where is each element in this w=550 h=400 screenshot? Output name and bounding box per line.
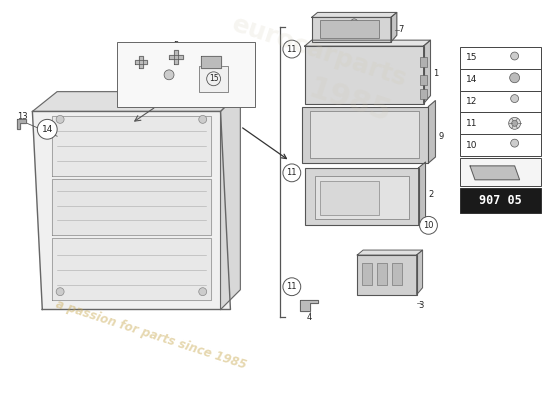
- Text: a passion for parts since 1985: a passion for parts since 1985: [54, 297, 248, 371]
- Circle shape: [510, 95, 519, 102]
- Polygon shape: [32, 92, 240, 112]
- Polygon shape: [357, 250, 422, 255]
- Circle shape: [283, 164, 301, 182]
- Polygon shape: [32, 112, 230, 310]
- Text: 8: 8: [364, 13, 370, 22]
- Bar: [357, 255, 416, 295]
- Circle shape: [56, 288, 64, 296]
- Text: 7: 7: [399, 25, 404, 34]
- Polygon shape: [221, 92, 240, 310]
- Polygon shape: [139, 56, 144, 68]
- Bar: [420, 89, 427, 98]
- Bar: [199, 66, 228, 92]
- Polygon shape: [305, 40, 431, 46]
- Text: 13: 13: [17, 112, 28, 121]
- Bar: [305, 168, 419, 225]
- Polygon shape: [300, 300, 317, 312]
- Bar: [460, 158, 541, 186]
- Polygon shape: [428, 100, 436, 163]
- Bar: [320, 20, 379, 38]
- Polygon shape: [52, 179, 211, 235]
- Text: 11: 11: [466, 119, 477, 128]
- Text: eurocarparts: eurocarparts: [229, 12, 410, 92]
- Circle shape: [351, 19, 358, 26]
- Text: 3: 3: [418, 301, 424, 310]
- Bar: [460, 91, 541, 112]
- Bar: [320, 181, 379, 216]
- Text: 4: 4: [307, 313, 312, 322]
- Circle shape: [420, 216, 437, 234]
- Text: 2: 2: [428, 190, 434, 199]
- Polygon shape: [174, 50, 178, 64]
- Bar: [305, 46, 424, 104]
- Text: 12: 12: [164, 78, 174, 87]
- Bar: [302, 106, 428, 163]
- Polygon shape: [201, 56, 221, 68]
- Circle shape: [164, 70, 174, 80]
- Bar: [460, 188, 541, 214]
- Polygon shape: [312, 12, 397, 17]
- Polygon shape: [16, 119, 26, 129]
- Text: 11: 11: [287, 44, 297, 54]
- Circle shape: [509, 117, 520, 129]
- Text: 1: 1: [433, 69, 439, 78]
- Bar: [460, 134, 541, 156]
- Bar: [310, 112, 419, 158]
- Text: 1985: 1985: [304, 75, 394, 128]
- Polygon shape: [52, 116, 211, 176]
- Polygon shape: [470, 166, 520, 180]
- Text: 5: 5: [173, 41, 179, 50]
- Circle shape: [510, 139, 519, 147]
- Bar: [420, 57, 427, 67]
- Polygon shape: [391, 12, 397, 42]
- Text: 15: 15: [466, 54, 477, 62]
- Polygon shape: [416, 250, 422, 295]
- Bar: [377, 263, 387, 285]
- Text: 6: 6: [223, 58, 228, 66]
- Text: 10: 10: [424, 221, 434, 230]
- Circle shape: [199, 116, 207, 123]
- Polygon shape: [135, 60, 147, 64]
- Text: 4: 4: [153, 80, 159, 89]
- Bar: [315, 176, 409, 219]
- Bar: [460, 112, 541, 134]
- Circle shape: [37, 119, 57, 139]
- Text: 12: 12: [466, 97, 477, 106]
- Text: 15: 15: [209, 74, 218, 83]
- Bar: [460, 47, 541, 69]
- Circle shape: [283, 40, 301, 58]
- Text: 14: 14: [466, 75, 477, 84]
- Bar: [362, 263, 372, 285]
- Text: 10: 10: [466, 141, 477, 150]
- Polygon shape: [52, 238, 211, 300]
- Circle shape: [510, 73, 520, 83]
- Bar: [117, 42, 255, 106]
- Text: 9: 9: [438, 132, 444, 141]
- Polygon shape: [419, 162, 426, 225]
- Polygon shape: [424, 40, 431, 104]
- Bar: [392, 263, 402, 285]
- Circle shape: [56, 116, 64, 123]
- Polygon shape: [169, 55, 183, 59]
- Text: 11: 11: [287, 168, 297, 177]
- Circle shape: [512, 120, 518, 126]
- Circle shape: [510, 52, 519, 60]
- Bar: [460, 69, 541, 91]
- Text: 11: 11: [287, 282, 297, 291]
- Bar: [420, 75, 427, 85]
- Text: 14: 14: [42, 125, 53, 134]
- Circle shape: [199, 288, 207, 296]
- Bar: [312, 17, 391, 42]
- Text: 907 05: 907 05: [480, 194, 522, 207]
- Circle shape: [283, 278, 301, 296]
